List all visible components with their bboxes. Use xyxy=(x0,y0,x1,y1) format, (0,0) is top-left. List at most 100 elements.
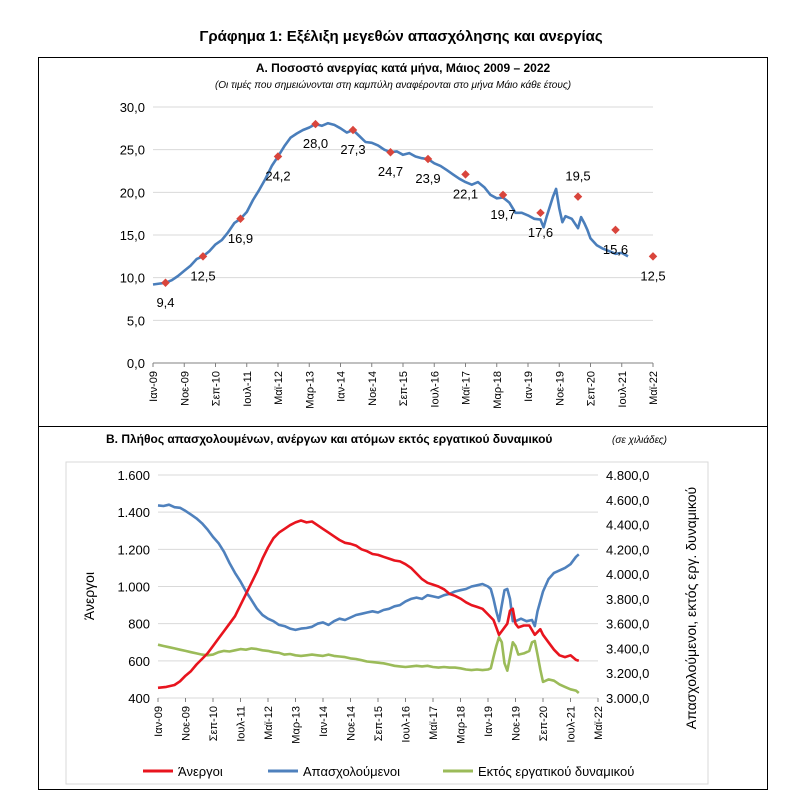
y-tick-label: 15,0 xyxy=(120,228,145,243)
data-label: 23,9 xyxy=(415,171,440,186)
x-tick-label: Ιουλ-11 xyxy=(236,706,248,742)
data-label: 17,6 xyxy=(528,225,553,240)
x-tick-label: Μαρ-13 xyxy=(304,371,316,409)
y-right-axis-title: Απασχολούμενοι, εκτός εργ. δυναμικού xyxy=(683,487,699,729)
y-left-axis-title: Άνεργοι xyxy=(81,572,97,620)
y-right-tick-label: 4.200,0 xyxy=(606,542,649,557)
x-tick-label: Ιουλ-16 xyxy=(429,371,441,408)
x-tick-label: Νοε-19 xyxy=(511,706,523,741)
legend-unemployed-label: Άνεργοι xyxy=(178,764,223,779)
data-label: 22,1 xyxy=(453,186,478,201)
may-marker xyxy=(161,278,170,288)
x-tick-label: Ιουλ-21 xyxy=(566,706,578,743)
y-tick-label: 25,0 xyxy=(120,143,145,158)
x-tick-label: Νοε-14 xyxy=(346,706,358,741)
data-label: 19,7 xyxy=(490,207,515,222)
may-marker xyxy=(273,152,283,161)
may-marker xyxy=(423,154,433,164)
y-left-tick-label: 1.200 xyxy=(117,542,150,557)
x-tick-label: Σεπ-15 xyxy=(373,706,385,741)
x-tick-label: Ιαν-19 xyxy=(483,706,495,737)
panel-a-title: Α. Ποσοστό ανεργίας κατά μήνα, Μάιος 200… xyxy=(256,61,551,75)
y-left-tick-label: 1.000 xyxy=(117,580,150,595)
data-label: 28,0 xyxy=(303,136,328,151)
data-label: 27,3 xyxy=(340,142,365,157)
x-tick-label: Μαϊ-12 xyxy=(273,371,285,405)
x-tick-label: Νοε-09 xyxy=(181,706,193,741)
y-right-tick-label: 3.600,0 xyxy=(606,617,649,632)
x-tick-label: Σεπ-20 xyxy=(538,706,550,741)
x-tick-label: Ιαν-19 xyxy=(523,371,535,402)
may-marker xyxy=(311,119,320,129)
x-tick-label: Μαρ-18 xyxy=(456,706,468,744)
may-marker xyxy=(386,147,395,157)
x-tick-label: Μαϊ-17 xyxy=(428,706,440,740)
x-tick-label: Σεπ-10 xyxy=(208,706,220,741)
unemployment-rate-line xyxy=(152,121,629,286)
may-marker xyxy=(498,190,508,200)
x-tick-label: Μαϊ-22 xyxy=(593,706,605,740)
y-left-tick-label: 600 xyxy=(128,654,150,669)
y-right-tick-label: 3.400,0 xyxy=(606,641,649,656)
data-label: 15,6 xyxy=(603,242,628,257)
y-left-tick-label: 800 xyxy=(128,617,150,632)
data-label: 24,2 xyxy=(265,168,290,183)
may-marker xyxy=(348,125,358,135)
y-left-tick-label: 400 xyxy=(128,691,150,706)
unemployment-rate-chart: Α. Ποσοστό ανεργίας κατά μήνα, Μάιος 200… xyxy=(120,61,666,409)
legend-inactive-label: Εκτός εργατικού δυναμικού xyxy=(478,764,634,779)
y-tick-label: 10,0 xyxy=(120,271,145,286)
y-right-tick-label: 3.000,0 xyxy=(606,691,649,706)
x-tick-label: Σεπ-15 xyxy=(398,371,410,406)
data-label: 12,5 xyxy=(190,268,215,283)
x-tick-label: Μαρ-18 xyxy=(492,371,504,409)
data-label: 19,5 xyxy=(565,169,590,184)
may-marker xyxy=(461,170,470,179)
x-tick-label: Ιουλ-16 xyxy=(401,706,413,743)
x-tick-label: Σεπ-10 xyxy=(211,371,223,406)
figure-frame xyxy=(38,57,768,790)
inactive-line xyxy=(157,635,580,694)
legend-employed-label: Απασχολούμενοι xyxy=(303,764,400,779)
x-tick-label: Ιαν-09 xyxy=(153,706,165,737)
x-tick-label: Μαϊ-22 xyxy=(648,371,660,405)
x-tick-label: Ιαν-09 xyxy=(148,371,160,402)
y-right-tick-label: 4.400,0 xyxy=(606,518,649,533)
x-tick-label: Μαρ-13 xyxy=(291,706,303,744)
x-tick-label: Ιαν-14 xyxy=(318,706,330,737)
x-tick-label: Νοε-14 xyxy=(367,371,379,406)
x-tick-label: Σεπ-20 xyxy=(586,371,598,406)
y-tick-label: 0,0 xyxy=(127,356,145,371)
panel-b-title-note: (σε χιλιάδες) xyxy=(612,434,667,446)
y-right-tick-label: 3.200,0 xyxy=(606,666,649,681)
y-right-tick-label: 4.000,0 xyxy=(606,567,649,582)
y-right-tick-label: 4.800,0 xyxy=(606,468,649,483)
data-label: 12,5 xyxy=(640,268,665,283)
y-tick-label: 20,0 xyxy=(120,185,145,200)
x-tick-label: Ιαν-14 xyxy=(336,371,348,402)
x-tick-label: Μαϊ-12 xyxy=(263,706,275,740)
chart-area-border xyxy=(65,461,709,785)
panel-divider xyxy=(38,426,768,427)
x-tick-label: Ιουλ-21 xyxy=(617,371,629,408)
y-left-tick-label: 1.600 xyxy=(117,468,150,483)
employed-line xyxy=(157,503,580,632)
figure-title: Γράφημα 1: Εξέλιξη μεγεθών απασχόλησης κ… xyxy=(199,28,603,45)
x-tick-label: Νοε-19 xyxy=(554,371,566,406)
data-label: 9,4 xyxy=(156,295,174,310)
panel-a-subtitle: (Οι τιμές που σημειώνονται στη καμπύλη α… xyxy=(215,79,571,91)
data-label: 16,9 xyxy=(228,231,253,246)
y-left-tick-label: 1.400 xyxy=(117,505,150,520)
y-tick-label: 30,0 xyxy=(120,100,145,115)
x-tick-label: Μαϊ-17 xyxy=(461,371,473,405)
y-right-tick-label: 3.800,0 xyxy=(606,592,649,607)
panel-b-title: Β. Πλήθος απασχολουμένων, ανέργων και ατ… xyxy=(106,432,552,446)
y-tick-label: 5,0 xyxy=(127,313,145,328)
may-marker xyxy=(236,214,245,224)
data-label: 24,7 xyxy=(378,164,403,179)
unemployed-line xyxy=(157,519,580,690)
x-tick-label: Νοε-09 xyxy=(179,371,191,406)
y-right-tick-label: 4.600,0 xyxy=(606,493,649,508)
x-tick-label: Ιουλ-11 xyxy=(242,371,254,407)
